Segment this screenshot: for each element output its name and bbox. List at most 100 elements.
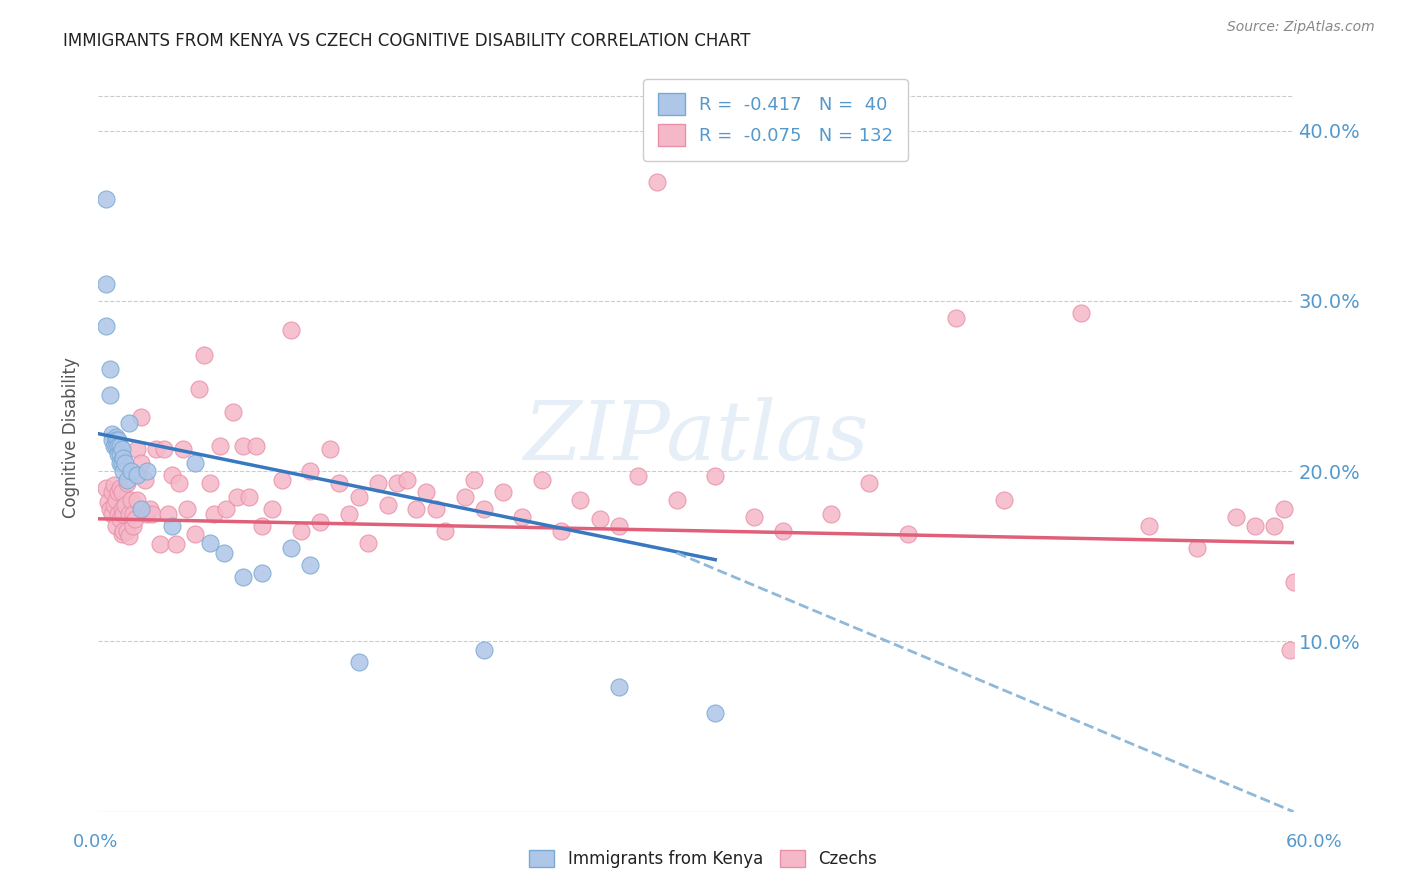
Point xyxy=(425,501,447,516)
Point xyxy=(94,319,117,334)
Point xyxy=(101,434,124,448)
Point xyxy=(463,473,485,487)
Point xyxy=(124,512,146,526)
Point xyxy=(607,518,630,533)
Point xyxy=(129,456,152,470)
Text: ZIPatlas: ZIPatlas xyxy=(523,397,869,477)
Point xyxy=(110,442,132,456)
Point xyxy=(103,477,125,491)
Point xyxy=(153,442,176,456)
Point xyxy=(107,484,129,499)
Point xyxy=(1137,518,1160,533)
Point xyxy=(367,476,389,491)
Point xyxy=(319,442,342,456)
Point xyxy=(222,404,245,418)
Point xyxy=(118,417,141,431)
Point xyxy=(742,510,765,524)
Point xyxy=(94,192,117,206)
Point xyxy=(184,527,207,541)
Point xyxy=(107,434,129,448)
Point xyxy=(607,681,630,695)
Point xyxy=(97,495,120,509)
Point xyxy=(103,439,125,453)
Point xyxy=(252,518,274,533)
Point xyxy=(858,476,880,491)
Point xyxy=(184,456,207,470)
Point xyxy=(187,383,209,397)
Point xyxy=(647,175,669,189)
Point xyxy=(108,439,131,453)
Point xyxy=(160,467,183,482)
Text: 0.0%: 0.0% xyxy=(73,833,118,851)
Point xyxy=(114,498,136,512)
Point xyxy=(1185,541,1208,555)
Point xyxy=(129,501,152,516)
Point xyxy=(377,498,399,512)
Point xyxy=(588,512,610,526)
Point xyxy=(1225,510,1247,524)
Point xyxy=(112,524,135,538)
Point xyxy=(492,484,515,499)
Point xyxy=(1282,574,1305,589)
Point xyxy=(347,490,370,504)
Point xyxy=(550,524,572,538)
Point xyxy=(98,501,121,516)
Point xyxy=(135,507,157,521)
Point xyxy=(110,484,132,499)
Point xyxy=(122,507,145,521)
Point xyxy=(472,643,495,657)
Point xyxy=(120,464,142,478)
Point xyxy=(472,501,495,516)
Point xyxy=(160,518,183,533)
Point xyxy=(993,493,1015,508)
Point xyxy=(299,558,322,572)
Point xyxy=(165,537,187,551)
Text: IMMIGRANTS FROM KENYA VS CZECH COGNITIVE DISABILITY CORRELATION CHART: IMMIGRANTS FROM KENYA VS CZECH COGNITIVE… xyxy=(63,32,749,50)
Point xyxy=(125,467,148,482)
Text: Source: ZipAtlas.com: Source: ZipAtlas.com xyxy=(1227,20,1375,34)
Point xyxy=(117,476,139,491)
Point xyxy=(110,527,132,541)
Point xyxy=(772,524,794,538)
Point xyxy=(1272,501,1295,516)
Point xyxy=(101,426,124,441)
Point xyxy=(665,493,688,508)
Point xyxy=(117,473,139,487)
Legend: R =  -0.417   N =  40, R =  -0.075   N = 132: R = -0.417 N = 40, R = -0.075 N = 132 xyxy=(644,79,908,161)
Point xyxy=(530,473,553,487)
Point xyxy=(125,493,148,508)
Point xyxy=(108,481,131,495)
Point xyxy=(226,490,249,504)
Point xyxy=(328,476,350,491)
Point xyxy=(117,524,139,538)
Point xyxy=(214,501,236,516)
Point xyxy=(169,476,191,491)
Point xyxy=(107,439,129,453)
Point xyxy=(357,535,380,549)
Point xyxy=(156,507,179,521)
Point xyxy=(149,537,172,551)
Point xyxy=(104,518,127,533)
Point xyxy=(395,473,418,487)
Point xyxy=(202,507,225,521)
Point xyxy=(110,456,132,470)
Point xyxy=(108,512,131,526)
Point xyxy=(139,501,162,516)
Point xyxy=(107,447,129,461)
Point xyxy=(212,546,235,560)
Point xyxy=(299,464,322,478)
Point xyxy=(103,498,125,512)
Point xyxy=(512,510,534,524)
Point xyxy=(172,442,194,456)
Point xyxy=(280,323,302,337)
Point xyxy=(108,447,131,461)
Point xyxy=(101,484,124,499)
Point xyxy=(453,490,475,504)
Point xyxy=(107,507,129,521)
Point xyxy=(704,469,727,483)
Point xyxy=(260,501,283,516)
Point xyxy=(1278,643,1301,657)
Point xyxy=(108,456,131,470)
Point xyxy=(176,501,198,516)
Point xyxy=(94,481,117,495)
